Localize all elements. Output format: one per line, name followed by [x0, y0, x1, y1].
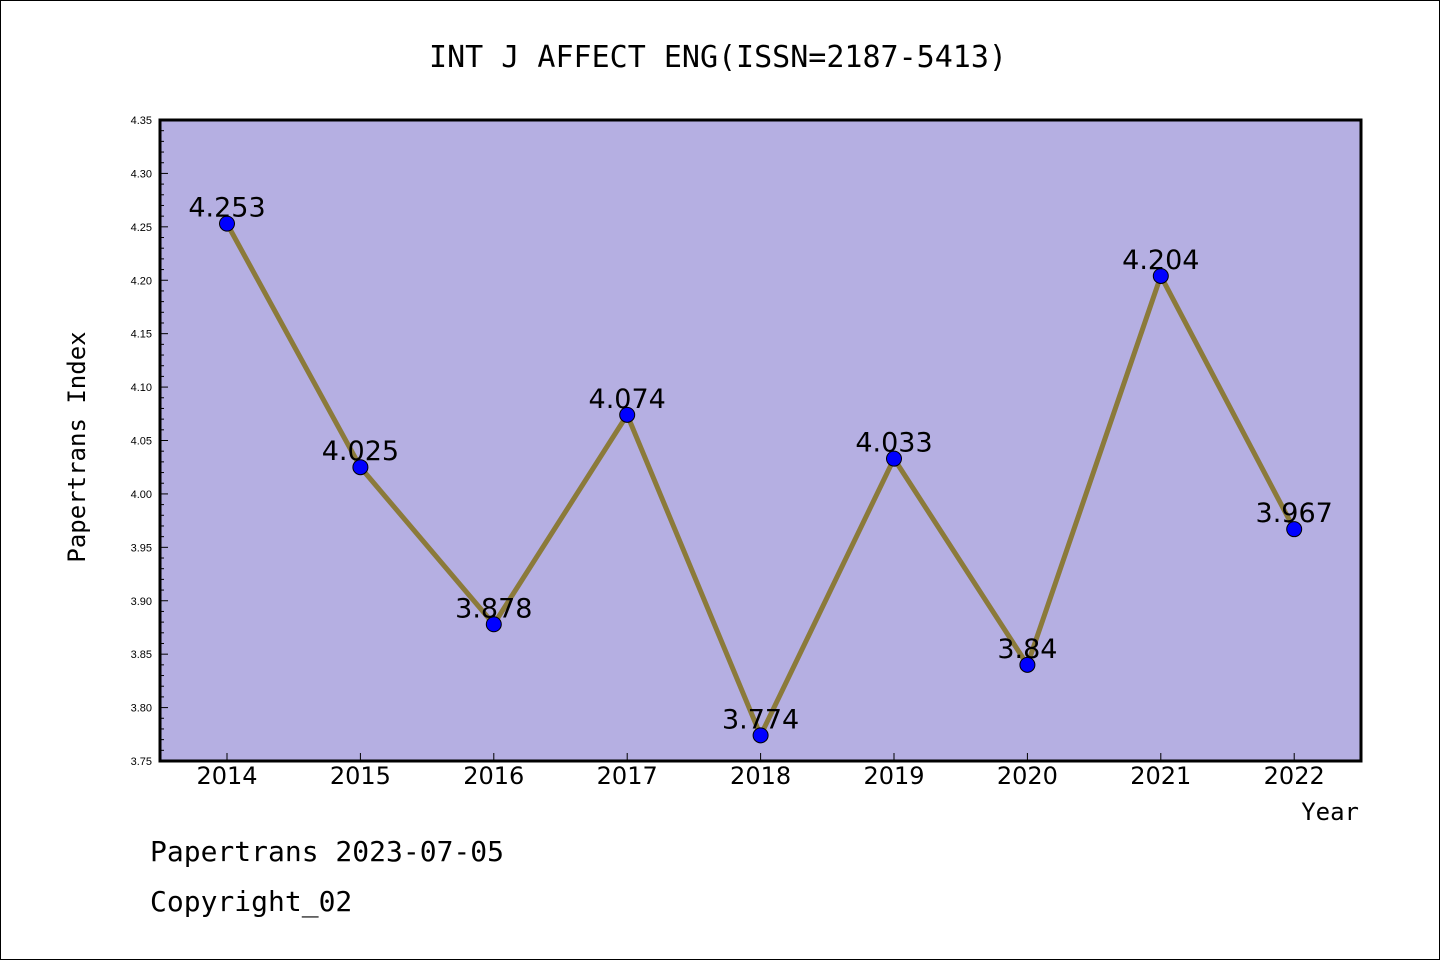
y-tick-label: 3.85: [131, 649, 152, 661]
data-label: 3.878: [455, 593, 532, 624]
y-tick-label: 3.95: [131, 542, 152, 554]
data-label: 3.84: [997, 634, 1057, 665]
x-tick-label: 2014: [196, 762, 257, 790]
data-labels: 4.253 4.025 3.878 4.074 3.774 4.033 3.84 4.204 3…: [188, 193, 1332, 736]
x-tick-label: 2017: [597, 762, 658, 790]
plot-area: [158, 118, 1363, 763]
y-tick-label: 3.75: [131, 756, 152, 768]
y-tick-label: 4.30: [131, 168, 152, 180]
data-point: [1019, 656, 1036, 673]
x-tick-label: 2016: [463, 762, 524, 790]
footer-copyright: Copyright_02: [150, 885, 353, 918]
x-tick-label: 2019: [863, 762, 924, 790]
x-tick-label: 2015: [330, 762, 391, 790]
data-points: [219, 215, 1303, 744]
data-point: [485, 616, 502, 633]
y-tick-label: 4.00: [131, 489, 152, 501]
y-tick-label: 4.10: [131, 382, 152, 394]
x-tick-label: 2021: [1130, 762, 1191, 790]
x-axis-label: Year: [1301, 798, 1359, 826]
y-tick-label: 4.15: [131, 329, 152, 341]
data-point: [1152, 267, 1169, 284]
footer-date: Papertrans 2023-07-05: [150, 835, 505, 868]
y-tick-label: 4.20: [131, 275, 152, 287]
data-point: [352, 459, 369, 476]
data-point: [219, 215, 235, 232]
data-label: 3.774: [722, 704, 799, 735]
y-tick-label: 4.25: [131, 222, 152, 234]
data-point: [619, 406, 636, 423]
data-point: [1286, 521, 1303, 538]
y-axis: 3.75 3.80 3.85 3.90 3.95 4.00 4.05 4.10 4.15 4.20…: [131, 115, 168, 768]
chart-title: INT J AFFECT ENG(ISSN=2187-5413): [429, 40, 1007, 75]
x-axis: 2014 2015 2016 2017 2018 2019 2020 2021 2022: [196, 753, 1325, 790]
data-label: 4.253: [188, 193, 265, 224]
data-label: 4.204: [1122, 245, 1199, 276]
y-axis-label: Papertrans Index: [63, 331, 91, 562]
y-tick-label: 4.05: [131, 436, 152, 448]
data-point: [752, 727, 769, 744]
y-tick-label: 3.90: [131, 596, 152, 608]
x-tick-label: 2022: [1264, 762, 1325, 790]
data-label: 4.033: [855, 428, 932, 459]
data-label: 3.967: [1256, 498, 1333, 529]
data-label: 4.025: [322, 436, 399, 467]
data-label: 4.074: [589, 384, 666, 415]
x-tick-label: 2018: [730, 762, 791, 790]
x-tick-label: 2020: [997, 762, 1058, 790]
data-point: [886, 450, 902, 467]
y-tick-label: 3.80: [131, 703, 152, 715]
y-tick-label: 4.35: [131, 115, 152, 127]
